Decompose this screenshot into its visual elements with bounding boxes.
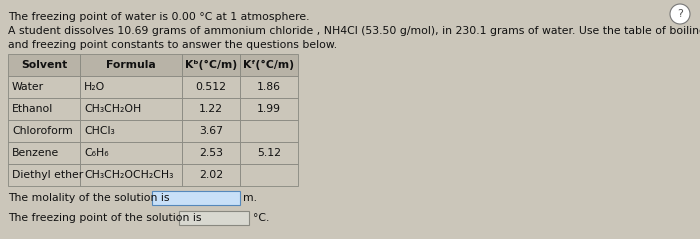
Text: Benzene: Benzene [12, 148, 60, 158]
Text: ?: ? [677, 9, 683, 19]
Text: 3.67: 3.67 [199, 126, 223, 136]
Bar [8, 98, 80, 120]
Text: 1.99: 1.99 [257, 104, 281, 114]
Bar [182, 120, 240, 142]
Text: 5.12: 5.12 [257, 148, 281, 158]
Bar [240, 120, 298, 142]
Text: The molality of the solution is: The molality of the solution is [8, 193, 169, 203]
Bar [182, 142, 240, 164]
Bar [8, 142, 80, 164]
Bar [151, 191, 239, 205]
Bar [80, 98, 182, 120]
Text: m.: m. [244, 193, 258, 203]
Bar [8, 54, 80, 76]
Bar [240, 164, 298, 186]
Text: Formula: Formula [106, 60, 156, 70]
Text: 1.22: 1.22 [199, 104, 223, 114]
Bar [80, 120, 182, 142]
Text: CH₃CH₂OH: CH₃CH₂OH [84, 104, 141, 114]
Bar [182, 54, 240, 76]
Circle shape [670, 4, 690, 24]
Text: 0.512: 0.512 [195, 82, 227, 92]
Bar [240, 142, 298, 164]
Text: Solvent: Solvent [21, 60, 67, 70]
Bar [8, 76, 80, 98]
Bar [240, 54, 298, 76]
Text: Diethyl ether: Diethyl ether [12, 170, 83, 180]
Bar [240, 76, 298, 98]
Bar [80, 142, 182, 164]
Text: Kᶠ(°C/m): Kᶠ(°C/m) [244, 60, 295, 70]
Text: Chloroform: Chloroform [12, 126, 73, 136]
Text: The freezing point of water is 0.00 °C at 1 atmosphere.: The freezing point of water is 0.00 °C a… [8, 12, 309, 22]
Text: 1.86: 1.86 [257, 82, 281, 92]
Text: C₆H₆: C₆H₆ [84, 148, 108, 158]
Bar [240, 98, 298, 120]
Text: 2.53: 2.53 [199, 148, 223, 158]
Bar [80, 54, 182, 76]
Bar [8, 164, 80, 186]
Text: CHCl₃: CHCl₃ [84, 126, 115, 136]
Text: H₂O: H₂O [84, 82, 105, 92]
Bar [182, 98, 240, 120]
Text: Ethanol: Ethanol [12, 104, 53, 114]
Text: 2.02: 2.02 [199, 170, 223, 180]
Text: and freezing point constants to answer the questions below.: and freezing point constants to answer t… [8, 40, 337, 50]
Text: Water: Water [12, 82, 44, 92]
Bar [80, 164, 182, 186]
Text: The freezing point of the solution is: The freezing point of the solution is [8, 213, 202, 223]
Text: CH₃CH₂OCH₂CH₃: CH₃CH₂OCH₂CH₃ [84, 170, 174, 180]
Text: °C.: °C. [253, 213, 269, 223]
Bar [8, 120, 80, 142]
Bar [182, 164, 240, 186]
Bar [80, 76, 182, 98]
Text: Kᵇ(°C/m): Kᵇ(°C/m) [185, 60, 237, 70]
Bar [182, 76, 240, 98]
Bar [178, 211, 248, 225]
Text: A student dissolves 10.69 grams of ammonium chloride , NH4Cl (53.50 g/mol), in 2: A student dissolves 10.69 grams of ammon… [8, 26, 700, 36]
